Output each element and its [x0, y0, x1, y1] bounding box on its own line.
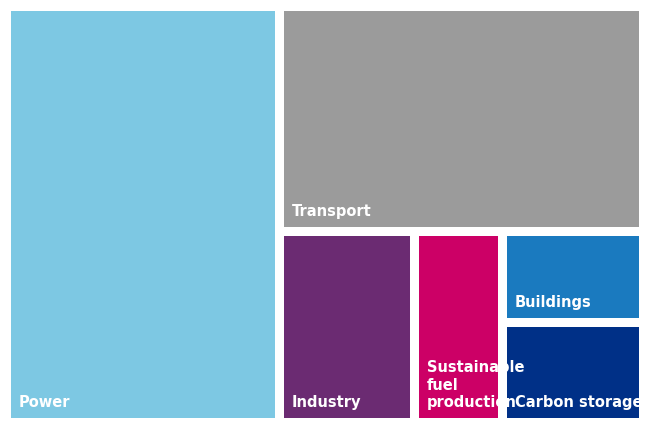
Text: Power: Power	[19, 395, 70, 410]
Text: Sustainable
fuel
production: Sustainable fuel production	[427, 360, 525, 410]
Bar	[284, 11, 639, 227]
Bar	[284, 236, 410, 418]
Bar	[419, 236, 498, 418]
Text: Buildings: Buildings	[515, 295, 592, 310]
Text: Transport: Transport	[292, 204, 372, 219]
Bar	[507, 236, 639, 318]
Bar	[11, 11, 275, 418]
Bar	[507, 327, 639, 418]
Text: Carbon storage: Carbon storage	[515, 395, 642, 410]
Text: Industry: Industry	[292, 395, 361, 410]
